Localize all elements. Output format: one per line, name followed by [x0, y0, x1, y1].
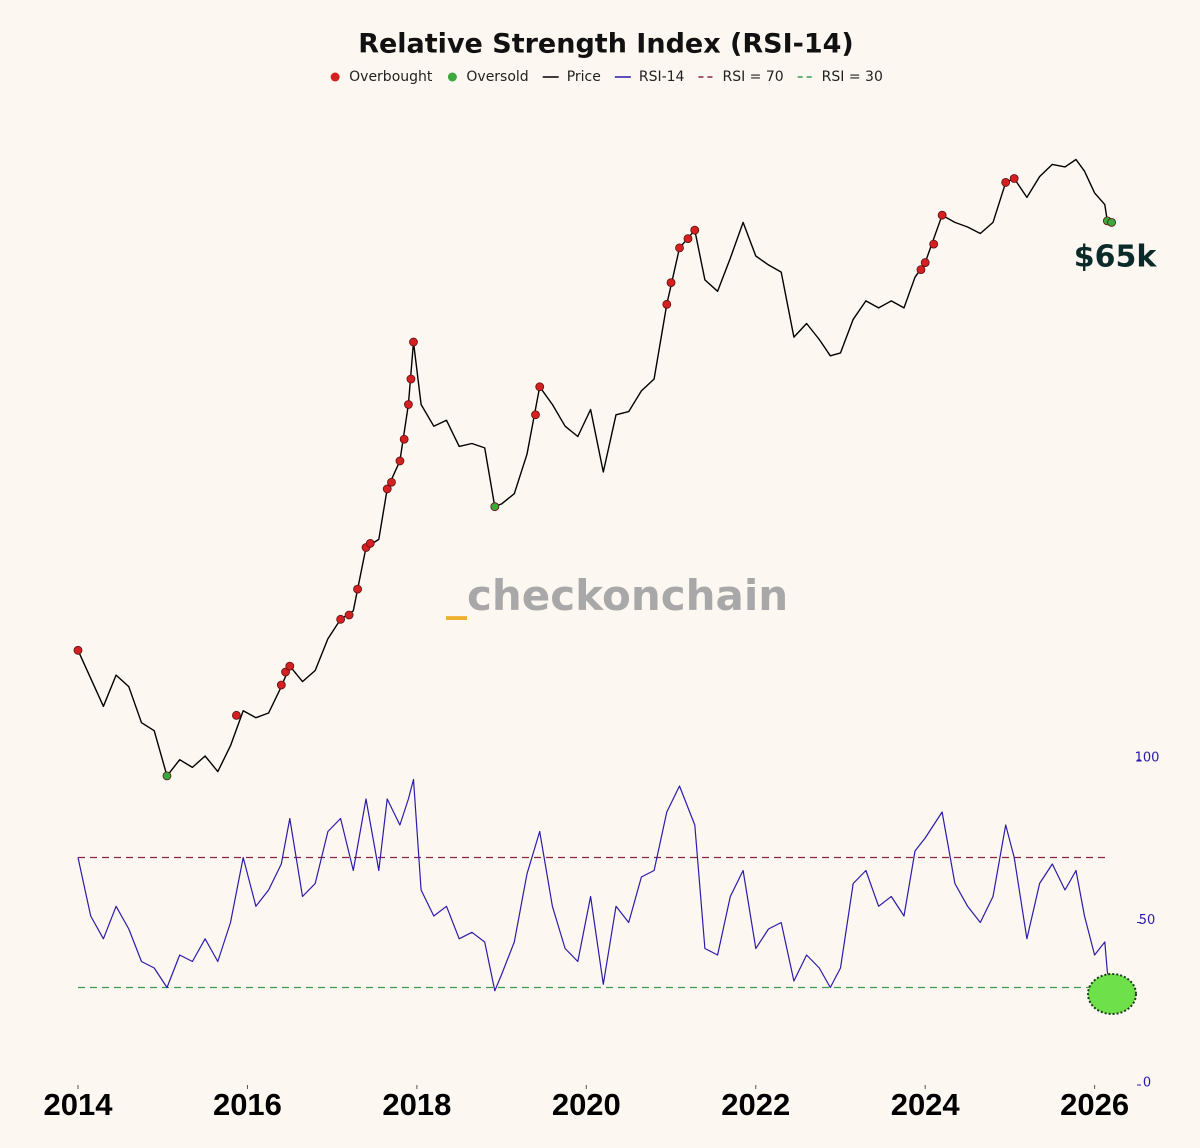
chart-title: Relative Strength Index (RSI-14): [358, 29, 854, 60]
legend-label: Price: [567, 69, 601, 85]
price-annotation: $65k: [1074, 240, 1158, 275]
y2-tick-label: 0: [1143, 1076, 1151, 1091]
signal-marker: [344, 610, 354, 620]
signal-marker: [666, 278, 676, 288]
x-tick-label: 2014: [44, 1087, 114, 1122]
legend-label: RSI-14: [639, 69, 685, 85]
signal-marker: [276, 680, 286, 690]
y2-tick-label: 100: [1135, 751, 1160, 766]
watermark-mark: _: [446, 571, 467, 620]
signal-marker: [490, 502, 500, 512]
y2-tick-label: 50: [1139, 913, 1156, 928]
legend-label: Overbought: [349, 69, 433, 85]
highlight-circle: [1087, 973, 1137, 1015]
signal-marker: [409, 337, 418, 347]
legend-marker: [447, 72, 457, 82]
signal-marker: [937, 210, 947, 220]
legend-label: RSI = 30: [822, 69, 883, 85]
signal-marker: [1001, 178, 1011, 187]
x-tick-label: 2024: [891, 1087, 961, 1122]
signal-marker: [281, 667, 290, 677]
signal-marker: [285, 661, 295, 671]
legend-marker: [330, 72, 340, 82]
signal-marker: [395, 456, 405, 466]
signal-marker: [920, 258, 930, 267]
signal-marker: [382, 484, 392, 494]
x-tick-label: 2020: [552, 1087, 621, 1122]
signal-marker: [1009, 174, 1019, 183]
x-tick-label: 2026: [1060, 1087, 1129, 1122]
legend-label: RSI = 70: [722, 69, 783, 85]
signal-marker: [406, 374, 416, 384]
signal-marker: [73, 645, 83, 655]
signal-marker: [353, 584, 362, 594]
signal-marker: [683, 234, 693, 244]
signal-marker: [232, 710, 241, 720]
x-tick-label: 2018: [382, 1087, 451, 1122]
signal-marker: [929, 239, 939, 249]
price-line: [77, 158, 1112, 777]
legend-label: Oversold: [466, 69, 528, 85]
signal-marker: [531, 410, 540, 420]
signal-marker: [535, 382, 545, 392]
watermark: _checkonchain: [446, 571, 788, 620]
rsi-line: [77, 778, 1113, 995]
signal-marker: [387, 477, 396, 487]
signal-marker: [162, 771, 172, 781]
signal-marker: [675, 243, 684, 253]
signal-marker: [916, 265, 926, 275]
signal-marker: [1107, 217, 1116, 227]
signal-marker: [365, 538, 375, 548]
signal-marker: [336, 614, 346, 624]
signal-marker: [690, 225, 700, 235]
legend: Overbought Oversold Price RSI-14 RSI = 70 RSI…: [330, 69, 883, 85]
x-tick-label: 2022: [721, 1087, 790, 1122]
x-tick-label: 2016: [213, 1087, 282, 1122]
signal-marker: [662, 299, 672, 309]
watermark-text: checkonchain: [467, 571, 788, 620]
signal-marker: [404, 400, 413, 409]
signal-marker: [399, 434, 409, 444]
